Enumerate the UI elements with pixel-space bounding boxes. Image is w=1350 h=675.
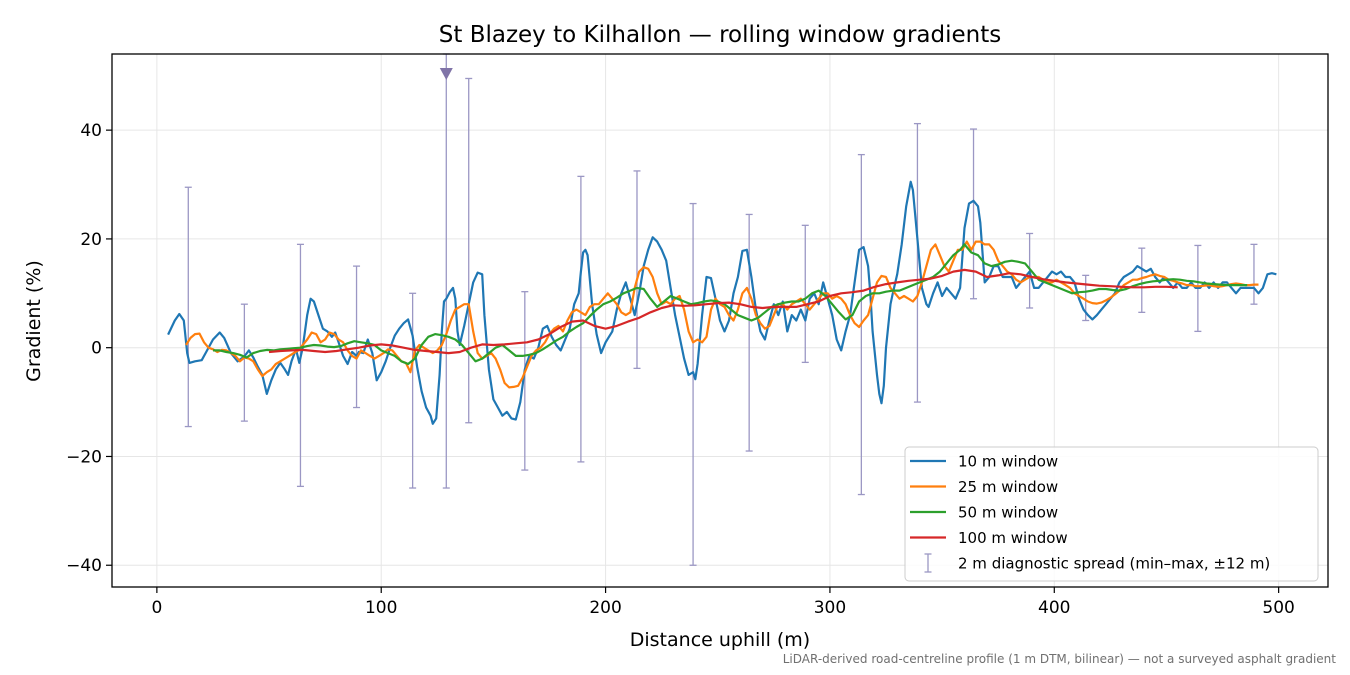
y-axis: −40 −20 0 20 40 [66,121,112,576]
series-line [185,240,1259,389]
x-tick-label: 400 [1038,598,1070,618]
legend-label: 10 m window [958,453,1058,471]
x-axis-label: Distance uphill (m) [630,629,810,651]
legend-label: 2 m diagnostic spread (min–max, ±12 m) [958,555,1270,573]
legend-label: 50 m window [958,504,1058,522]
series-line [213,243,1248,366]
chart-title: St Blazey to Kilhallon — rolling window … [439,22,1001,48]
y-tick-label: −20 [66,447,102,467]
y-tick-label: 20 [80,230,102,250]
x-tick-label: 100 [365,598,397,618]
clipped-markers [439,68,453,80]
x-tick-label: 200 [589,598,621,618]
y-tick-label: 0 [91,339,102,359]
x-tick-label: 500 [1262,598,1294,618]
legend-label: 100 m window [958,529,1068,547]
x-tick-label: 300 [814,598,846,618]
plot-frame [111,53,1329,588]
grid [112,54,1328,587]
legend-box [904,446,1319,582]
series-line [167,180,1277,425]
clipped-marker-icon [439,68,453,80]
y-tick-label: 40 [80,121,102,141]
x-axis: 0 100 200 300 400 500 [151,587,1295,618]
y-axis-label: Gradient (%) [23,260,45,382]
legend-label: 25 m window [958,478,1058,496]
series-line [268,268,1178,355]
x-tick-label: 0 [151,598,162,618]
series-lines [167,180,1277,425]
footnote: LiDAR-derived road-centreline profile (1… [782,652,1336,666]
y-tick-label: −40 [66,556,102,576]
legend: 10 m window 25 m window 50 m window 100 m w… [904,446,1319,582]
